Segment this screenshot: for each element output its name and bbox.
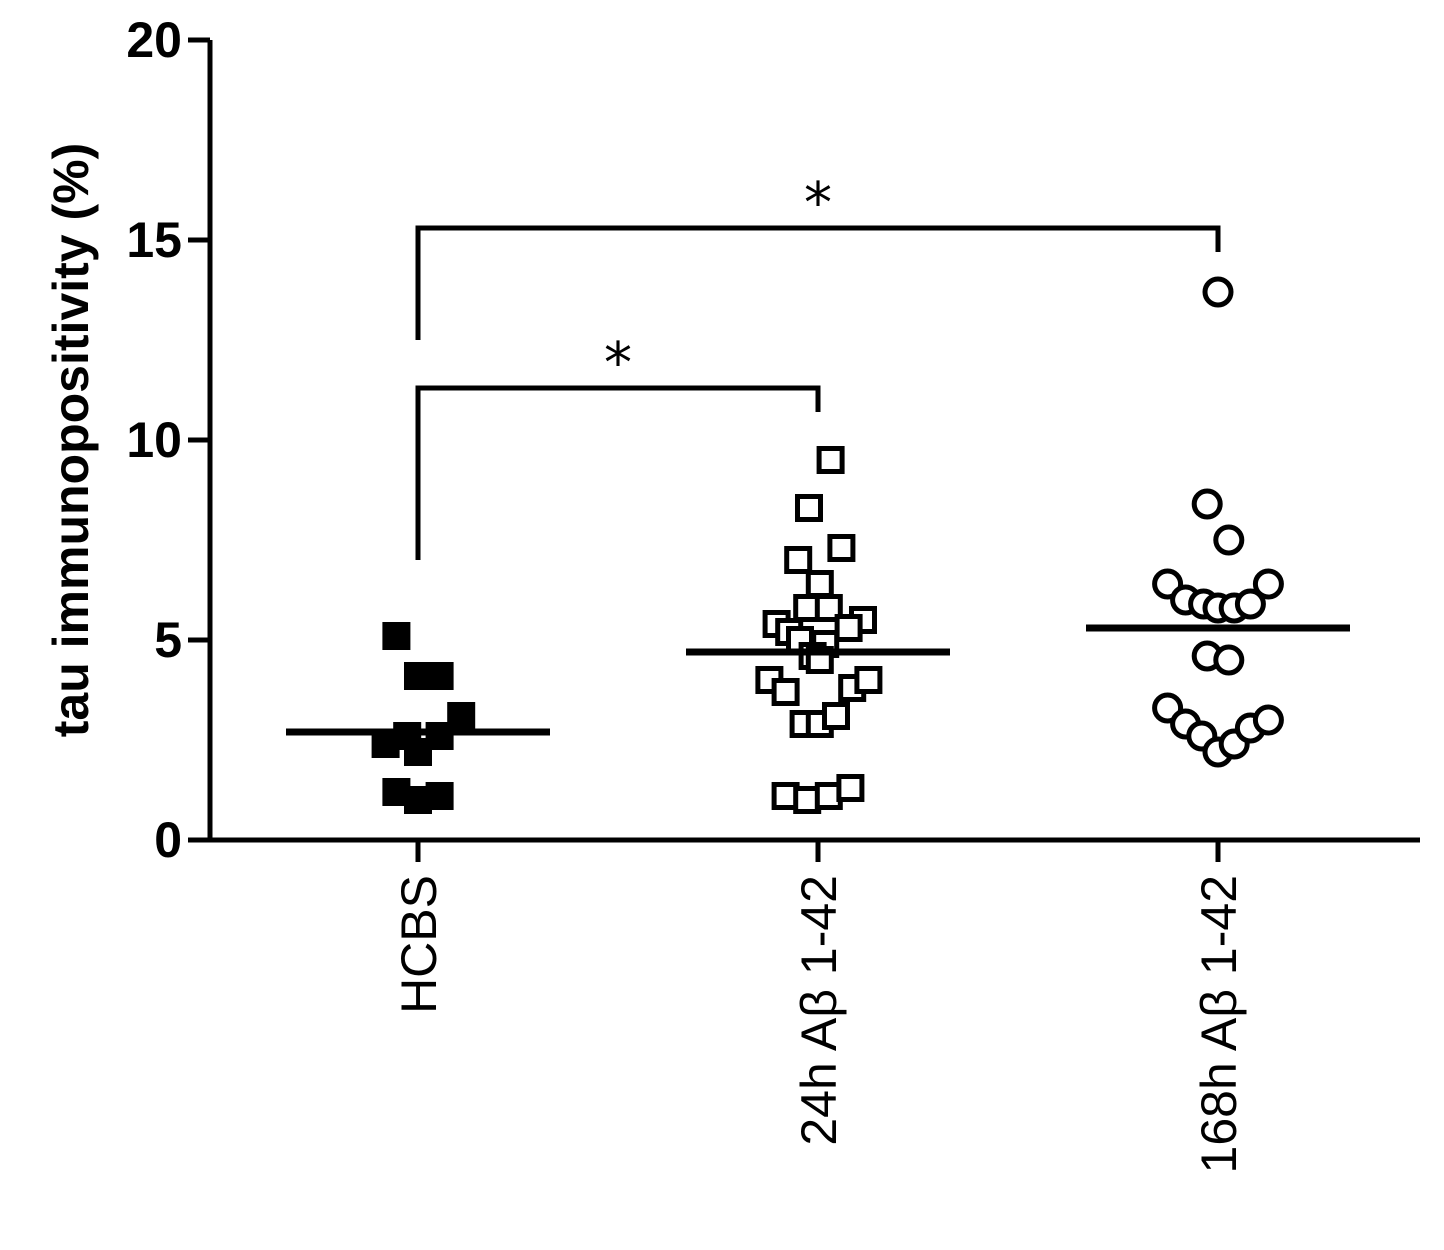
data-point-filled-square [425, 722, 454, 750]
data-point-open-square [771, 678, 800, 706]
y-tick-label: 20 [126, 12, 182, 68]
data-point-open-square [827, 534, 856, 562]
x-tick-label: HCBS [391, 875, 447, 1014]
axes: 0 5 10 15 20 HCBS 24h Aβ 1-42 168h Aβ 1-42 [126, 12, 1420, 1173]
data-point-open-square [784, 546, 813, 574]
data-point-open-circle [1252, 704, 1284, 736]
data-point-open-square [836, 774, 865, 802]
data-point-open-circle [1252, 568, 1284, 600]
y-tick-label: 15 [126, 212, 182, 268]
data-point-open-square [816, 446, 845, 474]
significance-bracket [415, 225, 1221, 340]
data-point-open-circle [1202, 276, 1234, 308]
significance-label: * [804, 171, 832, 236]
data-point-filled-square [425, 662, 454, 690]
x-tick-label: 24h Aβ 1-42 [791, 875, 847, 1146]
significance-brackets: ** [415, 171, 1221, 560]
data-point-open-circle [1234, 588, 1266, 620]
data-point-open-square [795, 494, 823, 522]
data-point-open-square [854, 666, 883, 694]
data-points [371, 276, 1284, 814]
data-point-filled-square [425, 782, 454, 810]
data-point-open-square [822, 702, 850, 730]
data-point-filled-square [382, 622, 411, 650]
mean-lines [286, 624, 1350, 736]
data-point-open-circle [1191, 488, 1223, 520]
x-tick-label: 168h Aβ 1-42 [1191, 875, 1247, 1173]
y-axis-label: tau immunopositivity (%) [43, 143, 99, 737]
y-tick-label: 10 [126, 412, 182, 468]
data-point-open-circle [1213, 524, 1245, 556]
y-tick-label: 0 [154, 812, 182, 868]
data-point-open-square [834, 614, 863, 642]
data-point-open-square [814, 594, 843, 622]
significance-bracket [415, 385, 821, 560]
significance-label: * [604, 331, 632, 396]
y-tick-label: 5 [154, 612, 182, 668]
data-point-open-square [805, 570, 834, 598]
data-point-open-circle [1213, 644, 1245, 676]
